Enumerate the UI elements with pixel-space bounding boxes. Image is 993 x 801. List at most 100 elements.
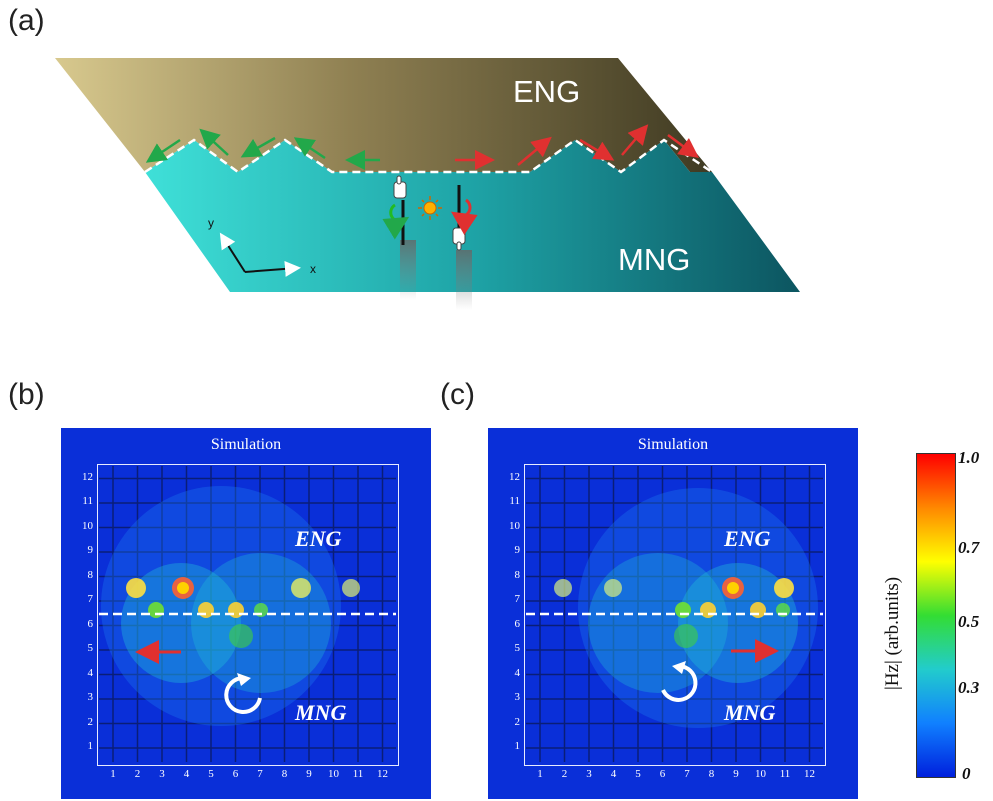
x-tick-label: 8 xyxy=(281,768,288,780)
field-hotspot xyxy=(604,579,622,597)
y-tick-label: 12 xyxy=(509,470,520,483)
simulation-title-c: Simulation xyxy=(637,436,709,453)
y-tick-label: 5 xyxy=(87,642,94,654)
field-hotspot xyxy=(674,624,698,648)
field-hotspot xyxy=(291,578,311,598)
simulation-panel-c: Simulation ENG MNG 1 1 2 2 3 3 4 4 5 5 6 6 7 7 8 8 9 9 10 1… xyxy=(488,428,858,799)
y-tick-label: 11 xyxy=(82,495,93,507)
field-map-b xyxy=(99,466,396,762)
x-tick-label: 8 xyxy=(708,768,715,780)
y-tick-label: 8 xyxy=(87,568,94,581)
plot-frame-c xyxy=(524,464,826,766)
y-tick-label: 5 xyxy=(514,642,521,654)
eng-label-b: ENG xyxy=(295,526,342,551)
x-tick-label: 12 xyxy=(377,768,388,780)
left-rotation-arrow-icon xyxy=(382,203,410,240)
field-hotspot xyxy=(228,602,244,618)
mng-label-b: MNG xyxy=(295,700,347,725)
x-tick-label: 1 xyxy=(110,768,116,780)
x-tick-label: 6 xyxy=(659,768,666,780)
y-tick-label: 10 xyxy=(82,519,93,532)
simulation-title-b: Simulation xyxy=(210,436,282,453)
colorbar-gradient xyxy=(917,454,955,777)
y-tick-label: 12 xyxy=(82,470,93,483)
field-hotspot xyxy=(750,602,766,618)
panel-b-label: (b) xyxy=(8,378,45,411)
rotation-arrow-icon-c xyxy=(661,664,698,702)
rotation-arrow-icon-b xyxy=(224,676,262,714)
field-map-c xyxy=(526,466,823,762)
mng-label-a: MNG xyxy=(618,242,691,277)
field-hotspot xyxy=(342,579,360,597)
y-tick-label: 9 xyxy=(87,544,94,556)
y-tick-label: 9 xyxy=(514,544,521,556)
colorbar-tick-5: 0 xyxy=(962,764,971,783)
y-tick-label: 7 xyxy=(87,593,94,605)
plot-frame-b xyxy=(97,464,399,766)
field-hotspot xyxy=(198,602,214,618)
x-tick-label: 6 xyxy=(232,768,239,780)
source-sun-icon xyxy=(418,196,442,220)
y-tick-label: 4 xyxy=(514,666,521,679)
x-tick-label: 10 xyxy=(328,768,339,780)
left-propagation-arrows xyxy=(145,128,380,170)
field-hotspot xyxy=(177,582,189,594)
field-hotspot xyxy=(554,579,572,597)
field-hotspot xyxy=(700,602,716,618)
x-tick-label: 5 xyxy=(208,768,214,780)
y-tick-label: 10 xyxy=(509,519,520,532)
y-tick-label: 4 xyxy=(87,666,94,679)
field-hotspot xyxy=(774,578,794,598)
y-tick-label: 7 xyxy=(514,593,521,605)
x-tick-label: 2 xyxy=(134,768,141,780)
colorbar-tick-4: 0.3 xyxy=(958,678,980,697)
eng-label-c: ENG xyxy=(724,526,771,551)
colorbar xyxy=(916,453,956,778)
field-hotspot xyxy=(588,553,728,693)
x-tick-label: 3 xyxy=(159,768,165,780)
x-tick-label: 2 xyxy=(561,768,568,780)
field-hotspot xyxy=(148,602,164,618)
colorbar-tick-3: 0.5 xyxy=(958,612,980,631)
y-tick-label: 6 xyxy=(87,617,94,630)
x-tick-label: 11 xyxy=(352,768,364,780)
right-propagation-arrows xyxy=(455,124,700,170)
field-hotspot xyxy=(191,553,331,693)
x-tick-label: 4 xyxy=(610,768,617,780)
x-tick-label: 11 xyxy=(779,768,791,780)
y-tick-label: 3 xyxy=(87,691,94,703)
panel-c-label: (c) xyxy=(440,378,475,411)
colorbar-tick-2: 0.7 xyxy=(958,538,980,557)
x-tick-label: 4 xyxy=(183,768,190,780)
x-tick-label: 9 xyxy=(733,768,739,780)
interface-schematic xyxy=(55,58,800,310)
y-tick-label: 6 xyxy=(514,617,521,630)
x-tick-label: 5 xyxy=(635,768,641,780)
field-hotspot xyxy=(126,578,146,598)
axis-x-label: x xyxy=(310,262,316,276)
x-tick-label: 9 xyxy=(306,768,312,780)
field-hotspot xyxy=(727,582,739,594)
y-tick-label: 1 xyxy=(87,740,94,752)
y-tick-label: 11 xyxy=(509,495,520,507)
colorbar-tick-1: 1.0 xyxy=(958,448,980,467)
x-tick-label: 3 xyxy=(586,768,592,780)
eng-region xyxy=(55,58,712,172)
simulation-panel-b: Simulation ENG MNG 1 1 2 2 3 3 4 4 5 5 6 6 7 7 8 8 9 9 10 1… xyxy=(61,428,431,799)
eng-label-a: ENG xyxy=(513,74,581,109)
field-hotspot xyxy=(101,486,341,726)
x-tick-label: 7 xyxy=(684,768,690,780)
mng-label-c: MNG xyxy=(724,700,776,725)
coordinate-axes xyxy=(219,232,301,277)
y-tick-label: 2 xyxy=(514,715,521,728)
right-rotation-arrow-icon xyxy=(451,198,478,235)
rod-shadow-left xyxy=(400,240,416,300)
x-tick-label: 7 xyxy=(257,768,263,780)
y-tick-label: 3 xyxy=(514,691,521,703)
y-tick-label: 2 xyxy=(87,715,94,728)
x-tick-label: 1 xyxy=(537,768,543,780)
left-hand-icon xyxy=(393,175,407,199)
y-tick-label: 8 xyxy=(514,568,521,581)
axis-y-label: y xyxy=(208,216,214,230)
field-hotspot xyxy=(675,602,691,618)
